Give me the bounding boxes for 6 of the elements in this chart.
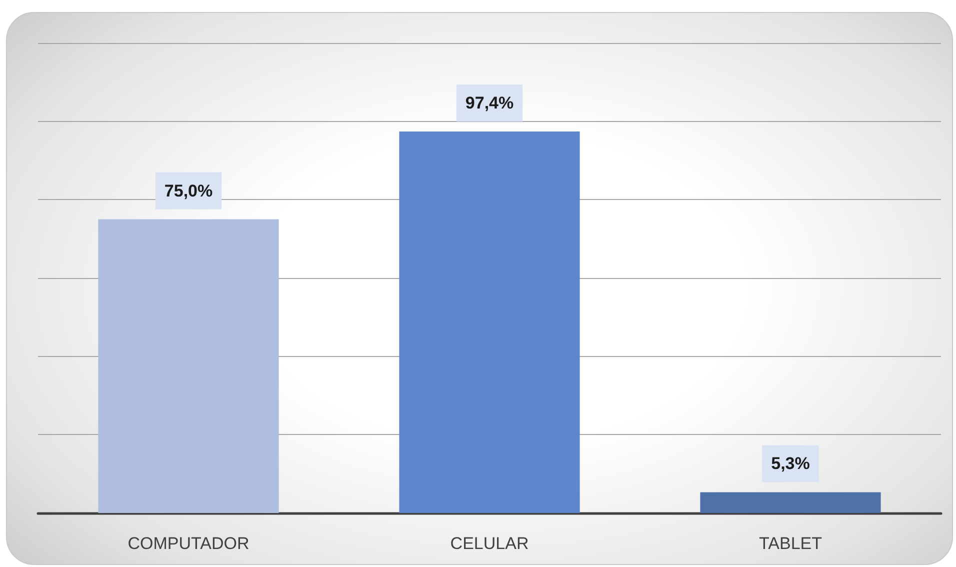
data-label: 5,3% — [771, 454, 810, 474]
data-label: 97,4% — [465, 94, 514, 113]
x-tick-label: COMPUTADOR — [128, 534, 250, 553]
x-tick-label: TABLET — [759, 534, 822, 553]
data-label: 75,0% — [164, 181, 213, 200]
x-tick-label: CELULAR — [450, 534, 529, 553]
